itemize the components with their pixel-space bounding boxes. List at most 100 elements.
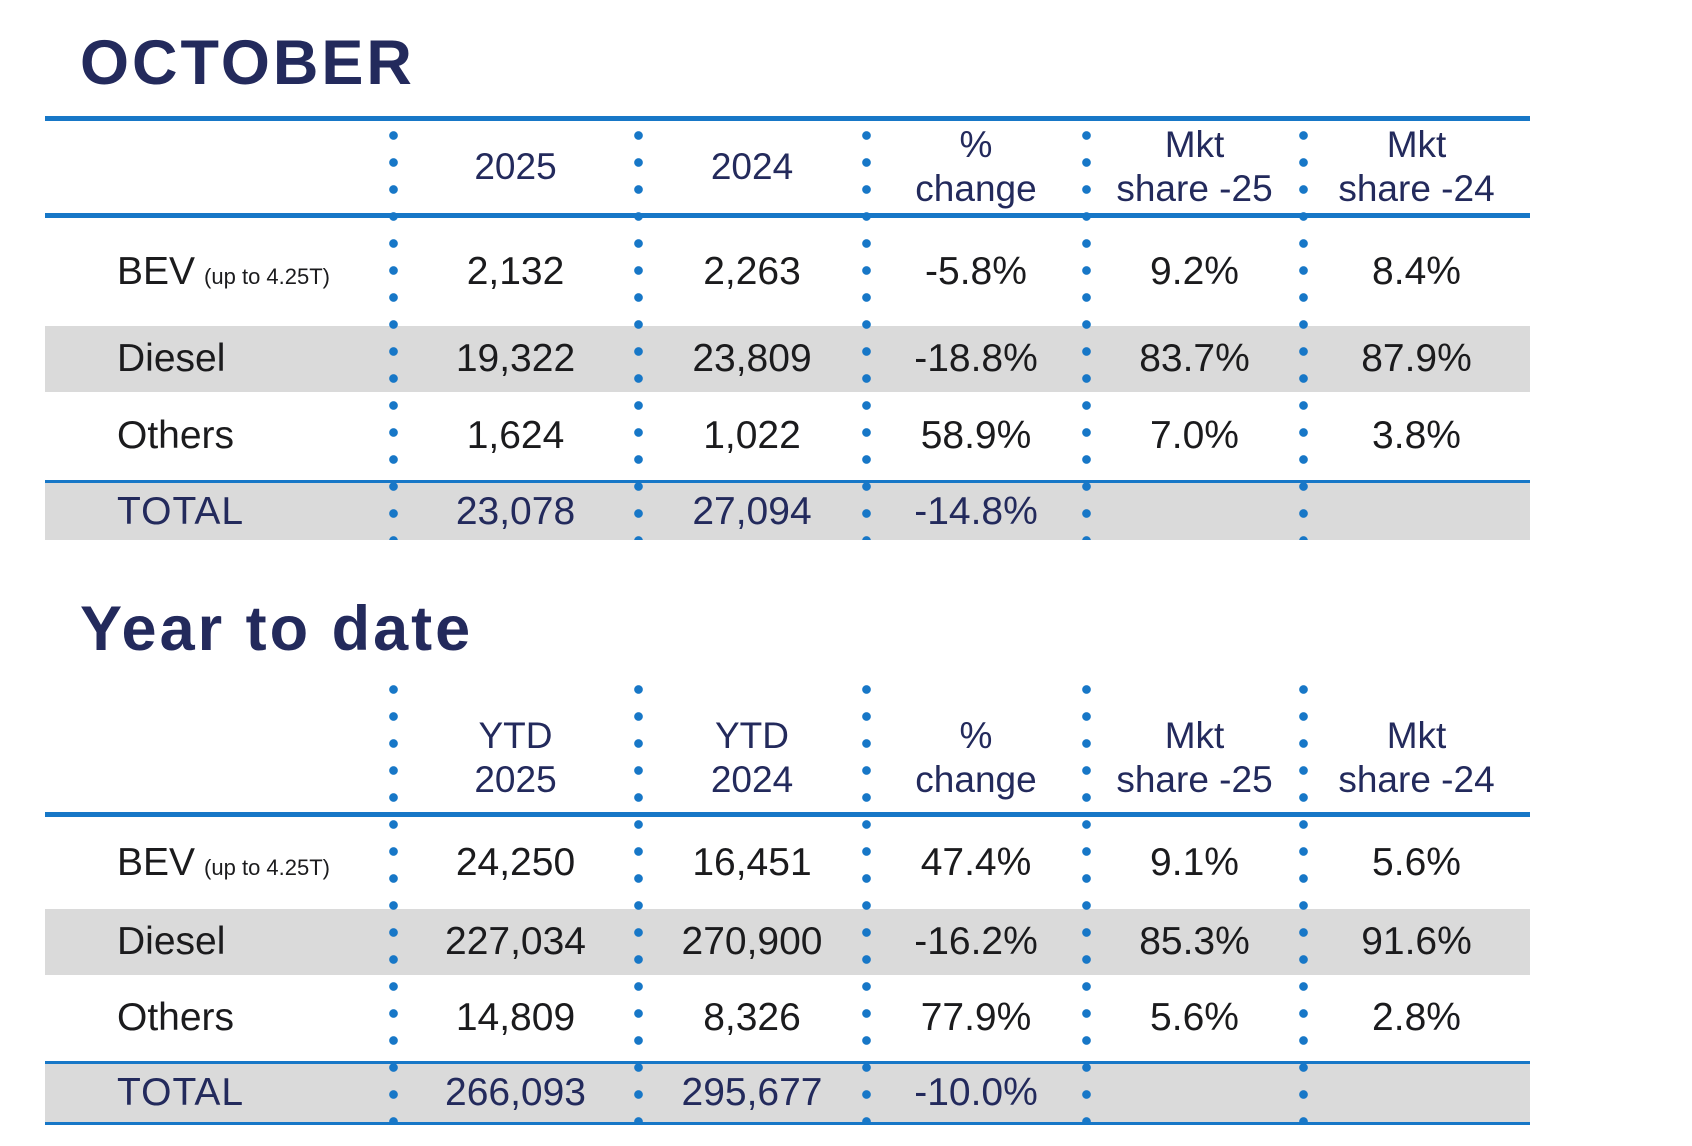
cell-others-share24: 3.8% xyxy=(1372,414,1461,458)
october-total-rule xyxy=(45,480,1530,484)
header-mkt-share-25: Mkt share -25 xyxy=(1086,714,1303,803)
cell-others-share25: 7.0% xyxy=(1150,414,1239,458)
cell-diesel-2025: 19,322 xyxy=(455,337,576,381)
cell-total-change: -10.0% xyxy=(914,1071,1038,1115)
cell-diesel-share24: 91.6% xyxy=(1361,920,1472,964)
cell-diesel-2024: 23,809 xyxy=(692,337,812,381)
ytd-title: Year to date xyxy=(80,594,474,665)
ytd-total-rule xyxy=(45,1061,1530,1065)
header-2024: 2024 xyxy=(638,145,866,189)
header-mkt-text: Mkt xyxy=(1164,123,1225,165)
cell-others-change: 77.9% xyxy=(920,996,1032,1040)
cell-bev-change: -5.8% xyxy=(925,250,1027,294)
row-label-bev: BEV (up to 4.25T) xyxy=(45,250,393,294)
cell-diesel-share25: 85.3% xyxy=(1139,920,1250,964)
cell-others-ytd2024: 8,326 xyxy=(703,996,801,1040)
cell-others-change: 58.9% xyxy=(920,414,1032,458)
cell-diesel-ytd2025: 227,034 xyxy=(445,920,586,964)
others-label-text: Others xyxy=(117,414,235,458)
table-row-others: Others 14,809 8,326 77.9% 5.6% 2.8% xyxy=(45,975,1530,1061)
cell-bev-2024: 2,263 xyxy=(703,250,801,294)
cell-bev-share24: 8.4% xyxy=(1372,250,1461,294)
october-table-top-rule xyxy=(45,116,1530,122)
header-pct-change: % change xyxy=(866,714,1086,803)
october-table: 2025 2024 % change Mkt share -25 Mkt share … xyxy=(45,116,1530,541)
header-change-text: change xyxy=(915,758,1037,800)
cell-total-ytd2025: 266,093 xyxy=(445,1071,586,1115)
cell-others-share24: 2.8% xyxy=(1372,996,1461,1040)
header-share-24-text: share -24 xyxy=(1338,168,1495,210)
header-2025-text: 2025 xyxy=(474,145,557,187)
cell-bev-ytd2024: 16,451 xyxy=(692,841,812,885)
total-label-text: TOTAL xyxy=(117,489,245,533)
header-ytd-text: YTD xyxy=(478,714,553,756)
row-label-bev: BEV (up to 4.25T) xyxy=(45,841,393,885)
others-label-text: Others xyxy=(117,996,235,1040)
table-row-bev: BEV (up to 4.25T) 2,132 2,263 -5.8% 9.2%… xyxy=(45,218,1530,326)
cell-others-2024: 1,022 xyxy=(703,414,801,458)
header-2025: 2025 xyxy=(393,145,638,189)
header-ytd-2024: YTD 2024 xyxy=(638,714,866,803)
header-change-text: change xyxy=(915,168,1037,210)
cell-total-ytd2024: 295,677 xyxy=(681,1071,823,1115)
bev-label-note: (up to 4.25T) xyxy=(204,264,330,290)
diesel-label-text: Diesel xyxy=(117,920,226,964)
header-pct-sign: % xyxy=(959,123,993,165)
total-label-text: TOTAL xyxy=(117,1071,245,1115)
header-mkt-text: Mkt xyxy=(1386,123,1447,165)
cell-diesel-change: -16.2% xyxy=(914,920,1038,964)
ytd-header-rule xyxy=(45,812,1530,818)
ytd-table: YTD 2025 YTD 2024 % change Mkt share -25 Mkt… xyxy=(45,676,1530,1126)
header-mkt-text: Mkt xyxy=(1164,714,1225,756)
cell-others-ytd2025: 14,809 xyxy=(455,996,576,1040)
cell-bev-ytd2025: 24,250 xyxy=(455,841,576,885)
cell-bev-2025: 2,132 xyxy=(466,250,565,294)
cell-bev-change: 47.4% xyxy=(920,841,1032,885)
row-label-others: Others xyxy=(45,996,393,1040)
row-label-total: TOTAL xyxy=(45,490,393,534)
row-label-diesel: Diesel xyxy=(45,920,393,964)
cell-bev-share24: 5.6% xyxy=(1372,841,1461,885)
header-pct-sign: % xyxy=(959,714,993,756)
header-mkt-share-24: Mkt share -24 xyxy=(1303,714,1530,803)
cell-total-2025: 23,078 xyxy=(455,489,576,533)
cell-others-2025: 1,624 xyxy=(466,414,565,458)
table-row-others: Others 1,624 1,022 58.9% 7.0% 3.8% xyxy=(45,392,1530,480)
row-label-total: TOTAL xyxy=(45,1071,393,1115)
october-header-row: 2025 2024 % change Mkt share -25 Mkt share … xyxy=(45,121,1530,213)
header-2024-text: 2024 xyxy=(710,145,794,187)
ytd-header-row: YTD 2025 YTD 2024 % change Mkt share -25 Mkt… xyxy=(45,676,1530,812)
header-ytd-2025: YTD 2025 xyxy=(393,714,638,803)
header-share-25-text: share -25 xyxy=(1116,758,1273,800)
table-row-bev: BEV (up to 4.25T) 24,250 16,451 47.4% 9.… xyxy=(45,817,1530,909)
table-row-diesel: Diesel 227,034 270,900 -16.2% 85.3% 91.6… xyxy=(45,909,1530,976)
october-header-rule xyxy=(45,213,1530,219)
header-mkt-share-25: Mkt share -25 xyxy=(1086,123,1303,212)
bev-label-text: BEV xyxy=(117,250,196,294)
ytd-section: Year to date YTD 2025 YTD 2024 % change Mkt… xyxy=(45,594,1692,1126)
cell-diesel-share25: 83.7% xyxy=(1139,337,1250,381)
cell-diesel-change: -18.8% xyxy=(914,337,1038,381)
table-row-total: TOTAL 23,078 27,094 -14.8% xyxy=(45,483,1530,541)
october-title: OCTOBER xyxy=(80,28,415,98)
header-mkt-text: Mkt xyxy=(1386,714,1447,756)
header-pct-change: % change xyxy=(866,123,1086,212)
header-share-24-text: share -24 xyxy=(1338,758,1495,800)
bev-label-text: BEV xyxy=(117,841,196,885)
cell-diesel-share24: 87.9% xyxy=(1361,337,1472,381)
cell-diesel-ytd2024: 270,900 xyxy=(681,920,823,964)
table-row-total: TOTAL 266,093 295,677 -10.0% xyxy=(45,1064,1530,1123)
cell-bev-share25: 9.1% xyxy=(1150,841,1239,885)
october-section: OCTOBER 2025 2024 % change Mkt share -25 M… xyxy=(45,28,1692,541)
cell-others-share25: 5.6% xyxy=(1150,996,1239,1040)
header-ytd-text: YTD xyxy=(715,714,789,756)
header-share-25-text: share -25 xyxy=(1116,168,1273,210)
header-mkt-share-24: Mkt share -24 xyxy=(1303,123,1530,212)
ytd-table-bottom-rule xyxy=(45,1122,1530,1126)
row-label-others: Others xyxy=(45,414,393,458)
header-2024-text: 2024 xyxy=(710,758,794,800)
cell-total-2024: 27,094 xyxy=(692,489,812,533)
diesel-label-text: Diesel xyxy=(117,337,226,381)
row-label-diesel: Diesel xyxy=(45,337,393,381)
table-row-diesel: Diesel 19,322 23,809 -18.8% 83.7% 87.9% xyxy=(45,326,1530,393)
